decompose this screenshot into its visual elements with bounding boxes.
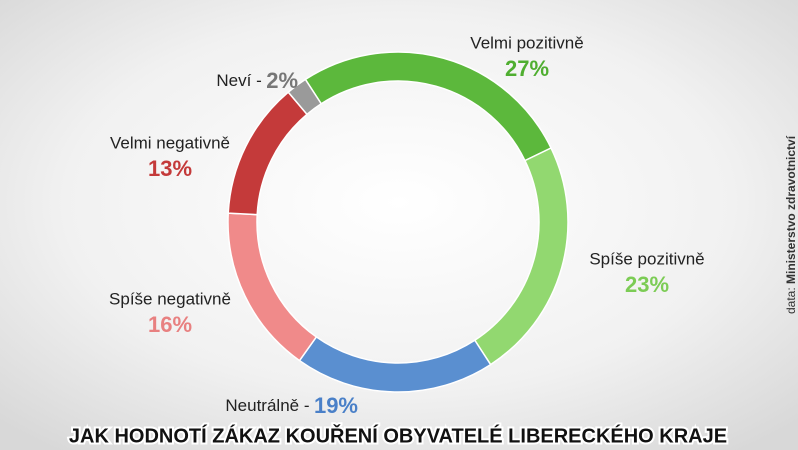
- source: data: Ministerstvo zdravotnictví: [784, 135, 798, 314]
- category-label: Spíše negativně: [109, 289, 231, 308]
- category-label: Velmi negativně: [110, 133, 230, 152]
- chart-title: JAK HODNOTÍ ZÁKAZ KOUŘENÍ OBYVATELÉ LIBE…: [69, 423, 727, 447]
- value-label: 27%: [505, 56, 549, 81]
- source-prefix: data:: [784, 287, 798, 314]
- source-name: Ministerstvo zdravotnictví: [784, 135, 798, 284]
- category-label: Neví -: [216, 71, 261, 90]
- segment-label: Neutrálně - 19%: [225, 393, 358, 418]
- donut-segment: [287, 78, 323, 116]
- segment-label: Neví - 2%: [216, 68, 298, 93]
- category-label: Spíše pozitivně: [589, 249, 704, 268]
- value-label: 2%: [266, 68, 298, 93]
- value-label: 13%: [148, 156, 192, 181]
- value-label: 19%: [314, 393, 358, 418]
- value-label: 23%: [625, 272, 669, 297]
- value-label: 16%: [148, 312, 192, 337]
- category-label: Velmi pozitivně: [470, 33, 583, 52]
- category-label: Neutrálně -: [225, 396, 309, 415]
